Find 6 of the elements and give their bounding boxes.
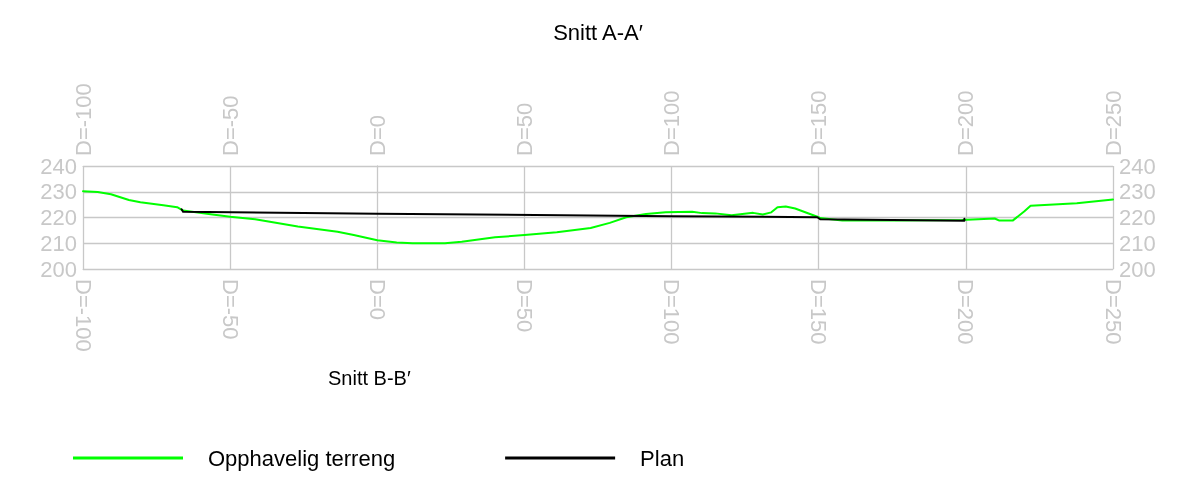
legend-label: Opphavelig terreng bbox=[208, 445, 396, 471]
legend-label: Plan bbox=[640, 445, 685, 471]
chart-title: Snitt A-A′ bbox=[553, 19, 643, 45]
line-series bbox=[180, 208, 966, 222]
text: Snitt B-B′ bbox=[328, 367, 411, 389]
line-series bbox=[82, 190, 1114, 245]
